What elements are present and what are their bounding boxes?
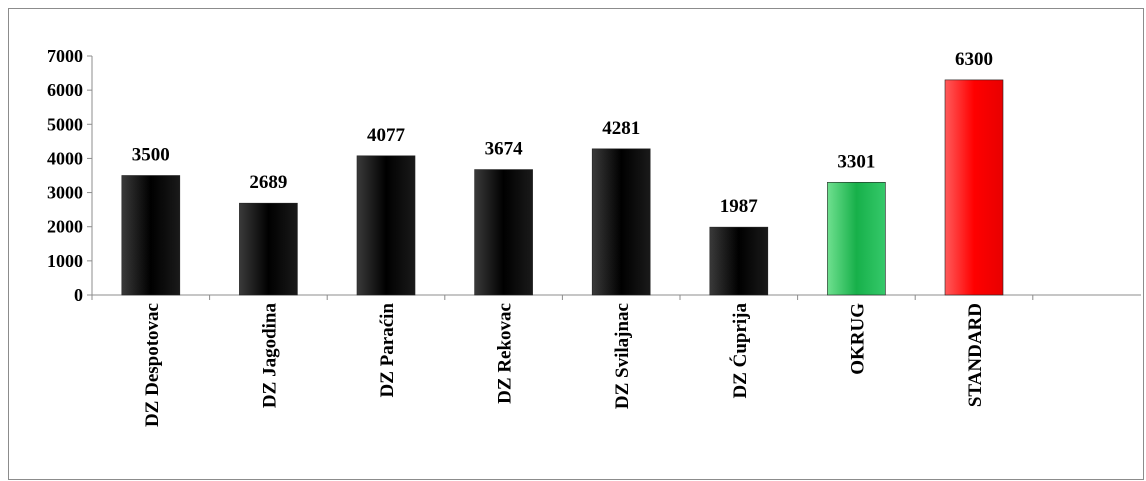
bar (591, 148, 651, 296)
x-category-label: STANDARD (965, 303, 986, 407)
x-category-label: DZ Paraćin (377, 303, 398, 398)
data-label: 2689 (249, 172, 287, 193)
x-category-label: OKRUG (847, 303, 868, 375)
y-tick-label: 3000 (47, 183, 83, 203)
data-label: 4077 (367, 125, 406, 146)
data-label: 4281 (602, 118, 640, 139)
bar (827, 181, 886, 296)
x-axis: DZ Despotovac DZ Jagodina DZ Paraćin DZ Rek… (91, 294, 1141, 427)
y-tick-label: 6000 (47, 80, 83, 100)
y-tick-label: 2000 (47, 217, 83, 237)
y-tick-label: 1000 (47, 251, 83, 271)
y-tick-label: 7000 (47, 46, 83, 66)
x-category-label: DZ Svilajnac (612, 303, 633, 409)
bars: 3500 2689 4077 3674 4281 1987 3301 6300 (121, 49, 1004, 296)
y-tick-label: 5000 (47, 114, 83, 134)
bar (239, 202, 298, 296)
bar (709, 226, 769, 296)
bar (944, 79, 1004, 296)
bar (356, 155, 416, 296)
data-label: 3674 (485, 139, 524, 160)
data-label: 3500 (132, 145, 170, 166)
y-tick-label: 0 (74, 285, 83, 305)
bar (121, 175, 181, 296)
x-category-label: DZ Jagodina (259, 303, 280, 409)
y-axis: 0 1000 2000 3000 4000 5000 6000 7000 (47, 46, 93, 305)
x-category-label: DZ Despotovac (142, 303, 163, 427)
bar (474, 169, 533, 296)
x-category-label: DZ Ćuprija (729, 303, 751, 399)
data-label: 1987 (720, 196, 759, 217)
data-label: 6300 (955, 49, 993, 70)
y-tick-label: 4000 (47, 148, 83, 168)
x-category-label: DZ Rekovac (495, 303, 516, 404)
data-label: 3301 (837, 151, 875, 172)
